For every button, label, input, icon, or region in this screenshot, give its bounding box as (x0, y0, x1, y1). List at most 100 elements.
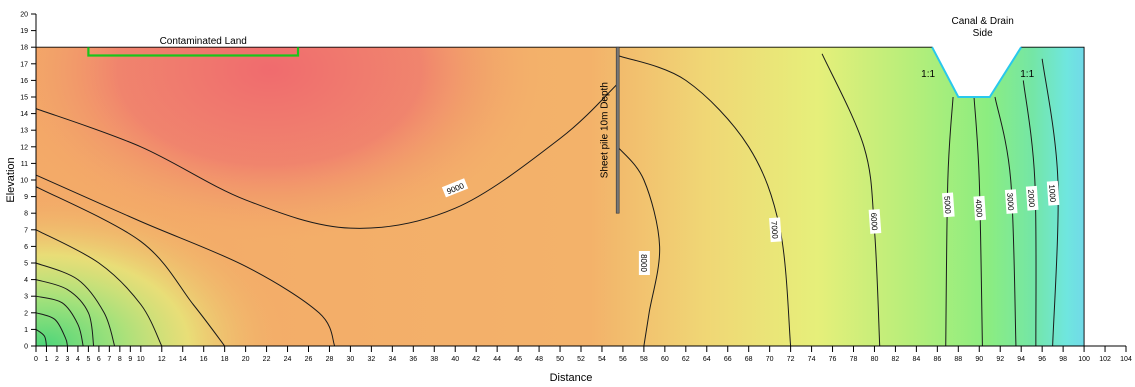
contour-line-unlabeled-9 (35, 174, 336, 347)
y-tick-label: 12 (20, 144, 28, 151)
x-tick-label: 48 (535, 356, 543, 363)
x-axis-ticks: 0 1 2 3 4 5 6 7 8 9 10 12 14 16 18 20 22 24 26 28 30 32 34 36 38… (34, 346, 1132, 363)
x-tick-label: 32 (367, 356, 375, 363)
contour-line-unlabeled-15 (35, 312, 68, 347)
x-tick-label: 76 (829, 356, 837, 363)
x-tick-label: 8 (118, 356, 122, 363)
x-tick-label: 34 (388, 356, 396, 363)
contaminated-land-boundary (87, 47, 300, 57)
y-tick-label: 18 (20, 45, 28, 52)
x-tick-label: 22 (263, 356, 271, 363)
x-tick-label: 18 (221, 356, 229, 363)
x-tick-label: 46 (514, 356, 522, 363)
contour-line-2000 (1022, 80, 1037, 347)
x-tick-label: 92 (996, 356, 1004, 363)
x-tick-label: 5 (86, 356, 90, 363)
y-tick-label: 8 (24, 211, 28, 218)
y-tick-label: 0 (24, 344, 28, 351)
x-tick-label: 96 (1038, 356, 1046, 363)
x-tick-label: 38 (430, 356, 438, 363)
x-tick-label: 82 (892, 356, 900, 363)
x-tick-label: 26 (305, 356, 313, 363)
y-tick-label: 20 (20, 12, 28, 19)
x-tick-label: 94 (1017, 356, 1025, 363)
canal-label-line2: Side (973, 28, 993, 39)
y-tick-label: 7 (24, 227, 28, 234)
x-tick-label: 42 (472, 356, 480, 363)
contour-label-text: 2000 (1026, 189, 1036, 208)
contour-label-3000: 3000 (1004, 189, 1018, 214)
contour-line-unlabeled-11 (35, 229, 163, 347)
y-tick-label: 9 (24, 194, 28, 201)
y-tick-label: 19 (20, 28, 28, 35)
x-tick-label: 56 (619, 356, 627, 363)
y-tick-label: 11 (21, 161, 28, 168)
y-tick-label: 16 (20, 78, 28, 85)
x-tick-label: 88 (954, 356, 962, 363)
contour-label-text: 7000 (769, 221, 779, 240)
contour-label-text: 4000 (974, 199, 984, 218)
y-tick-label: 10 (20, 178, 28, 185)
contour-line-1000 (1041, 58, 1059, 347)
contour-label-text: 6000 (869, 212, 879, 231)
x-tick-label: 54 (598, 356, 606, 363)
x-tick-label: 68 (745, 356, 753, 363)
bank-slope-label-left: 1:1 (921, 69, 935, 80)
contour-line-unlabeled-16 (35, 328, 47, 347)
x-tick-label: 104 (1120, 356, 1132, 363)
x-tick-label: 1 (45, 356, 49, 363)
y-tick-label: 3 (24, 294, 28, 301)
contour-label-1000: 1000 (1046, 180, 1060, 206)
contour-line-5000 (945, 96, 954, 347)
y-tick-label: 4 (24, 277, 28, 284)
x-tick-label: 0 (34, 356, 38, 363)
y-tick-label: 14 (20, 111, 28, 118)
x-tick-label: 14 (179, 356, 187, 363)
contour-label-text: 8000 (639, 254, 648, 272)
x-tick-label: 84 (912, 356, 920, 363)
x-tick-label: 10 (137, 356, 145, 363)
x-tick-label: 2 (55, 356, 59, 363)
y-tick-label: 5 (24, 261, 28, 268)
x-tick-label: 52 (577, 356, 585, 363)
contour-label-text: 5000 (942, 196, 952, 215)
y-tick-label: 15 (20, 95, 28, 102)
x-tick-label: 7 (107, 356, 111, 363)
sheet-pile-label: Sheet pile 10m Depth (600, 82, 611, 178)
contour-lines (35, 53, 1059, 347)
x-tick-label: 40 (451, 356, 459, 363)
x-tick-label: 58 (640, 356, 648, 363)
contour-line-unlabeled-12 (35, 262, 116, 347)
contour-label-text: 1000 (1047, 184, 1057, 203)
x-tick-label: 9 (128, 356, 132, 363)
x-tick-label: 98 (1059, 356, 1067, 363)
y-tick-label: 17 (20, 61, 28, 68)
x-tick-label: 44 (493, 356, 501, 363)
y-tick-label: 13 (20, 128, 28, 135)
contour-line-3000 (994, 96, 1017, 347)
canal-label-line1: Canal & Drain (952, 16, 1014, 27)
x-axis-title: Distance (550, 372, 593, 384)
bank-slope-label-right: 1:1 (1020, 69, 1034, 80)
x-tick-label: 3 (65, 356, 69, 363)
x-tick-label: 16 (200, 356, 208, 363)
y-tick-label: 1 (24, 327, 28, 334)
contour-label-4000: 4000 (973, 195, 987, 221)
contour-line-unlabeled-14 (35, 295, 84, 347)
x-tick-label: 30 (347, 356, 355, 363)
y-tick-label: 6 (24, 244, 28, 251)
x-tick-label: 12 (158, 356, 166, 363)
contour-label-7000: 7000 (769, 217, 782, 243)
x-tick-label: 100 (1078, 356, 1090, 363)
x-tick-label: 60 (661, 356, 669, 363)
x-tick-label: 36 (409, 356, 417, 363)
contour-line-9000 (35, 83, 619, 229)
x-tick-label: 50 (556, 356, 564, 363)
x-tick-label: 74 (808, 356, 816, 363)
contour-line-4000 (973, 96, 983, 347)
x-tick-label: 64 (703, 356, 711, 363)
